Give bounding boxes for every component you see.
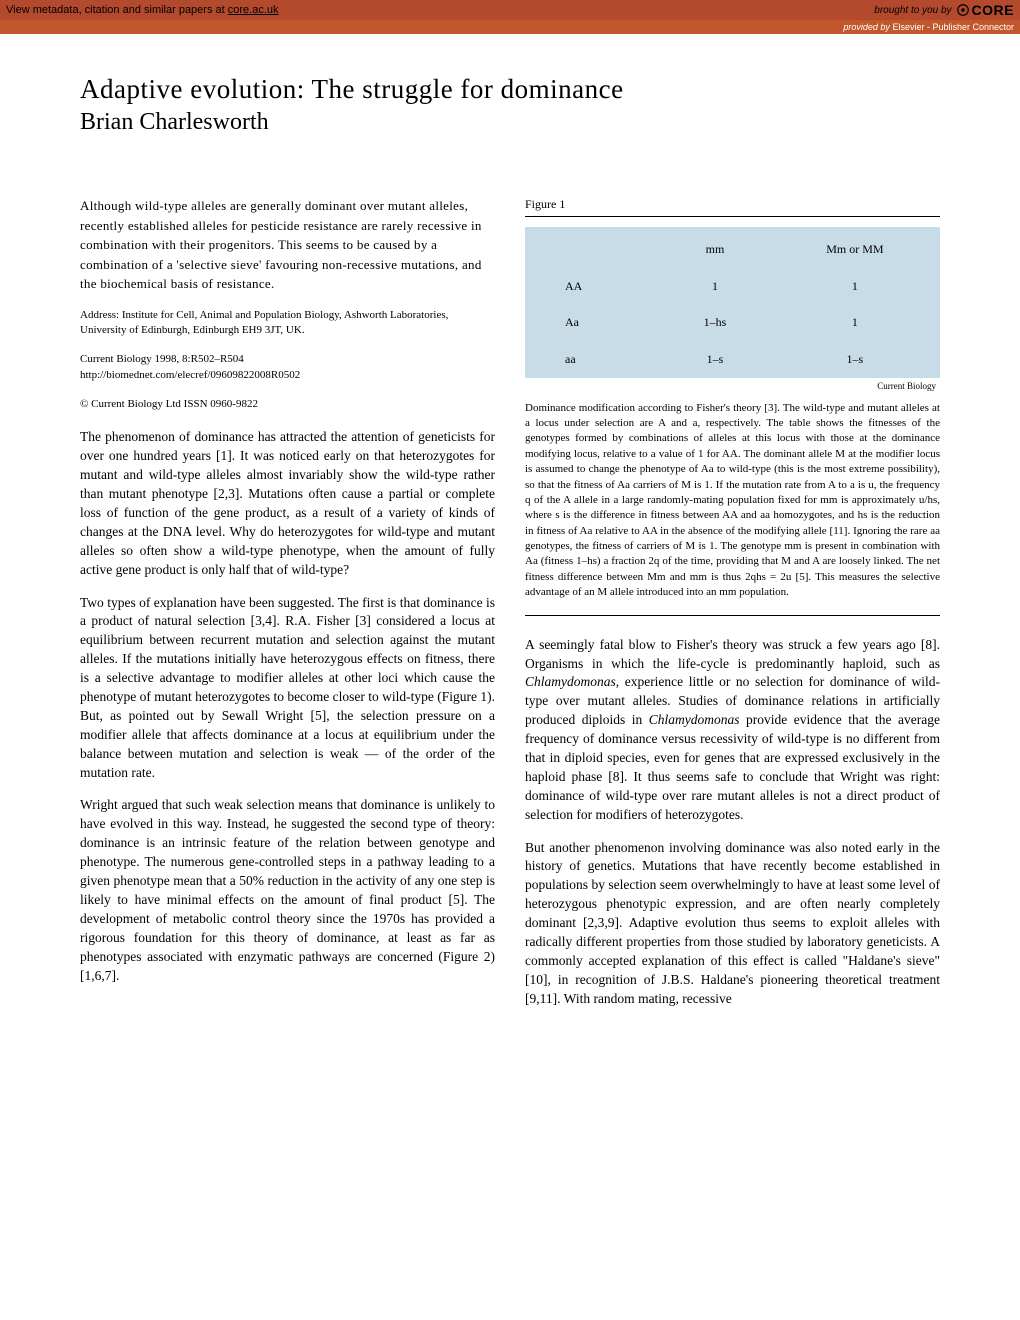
- provider-banner: provided by Elsevier - Publisher Connect…: [0, 20, 1020, 34]
- body-paragraph: Two types of explanation have been sugge…: [80, 594, 495, 783]
- table-header-cell: [525, 227, 660, 268]
- figure-attribution: Current Biology: [525, 380, 940, 393]
- species-name: Chlamydomonas: [525, 674, 616, 689]
- table-cell: 1–s: [770, 341, 940, 378]
- article-title: Adaptive evolution: The struggle for dom…: [80, 74, 940, 105]
- table-cell: 1: [660, 268, 770, 305]
- table-header-row: mm Mm or MM: [525, 227, 940, 268]
- abstract: Although wild-type alleles are generally…: [80, 196, 495, 294]
- provided-by-prefix: provided by: [843, 22, 890, 32]
- core-icon: [956, 3, 970, 17]
- citation-block: Current Biology 1998, 8:R502–R504 http:/…: [80, 352, 495, 383]
- core-brand-text: CORE: [972, 2, 1014, 18]
- banner-link[interactable]: core.ac.uk: [228, 4, 279, 16]
- banner-left-text[interactable]: View metadata, citation and similar pape…: [6, 4, 279, 16]
- table-cell: 1: [770, 268, 940, 305]
- body-paragraph: A seemingly fatal blow to Fisher's theor…: [525, 636, 940, 825]
- article-author: Brian Charlesworth: [80, 109, 940, 136]
- table-cell: 1–s: [660, 341, 770, 378]
- table-header-cell: mm: [660, 227, 770, 268]
- table-row: aa 1–s 1–s: [525, 341, 940, 378]
- table-row-label: aa: [525, 341, 660, 378]
- para-text: provide evidence that the average freque…: [525, 712, 940, 821]
- citation-url: http://biomednet.com/elecref/09609822008…: [80, 368, 495, 383]
- table-row: Aa 1–hs 1: [525, 304, 940, 341]
- author-address: Address: Institute for Cell, Animal and …: [80, 308, 495, 339]
- figure-label: Figure 1: [525, 196, 940, 217]
- right-column: Figure 1 mm Mm or MM AA 1 1 Aa 1–hs 1: [525, 196, 940, 1023]
- table-row-label: AA: [525, 268, 660, 305]
- body-paragraph: The phenomenon of dominance has attracte…: [80, 428, 495, 579]
- copyright-line: © Current Biology Ltd ISSN 0960-9822: [80, 397, 495, 412]
- para-text: A seemingly fatal blow to Fisher's theor…: [525, 637, 940, 671]
- body-paragraph: But another phenomenon involving dominan…: [525, 839, 940, 1009]
- brought-by-text: brought to you by: [874, 5, 951, 16]
- species-name: Chlamydomonas: [649, 712, 740, 727]
- figure-caption: Dominance modification according to Fish…: [525, 401, 940, 616]
- page-content: Adaptive evolution: The struggle for dom…: [0, 34, 1020, 1063]
- left-column: Although wild-type alleles are generally…: [80, 196, 495, 1023]
- figure-1-table: mm Mm or MM AA 1 1 Aa 1–hs 1 aa 1–s 1–s: [525, 227, 940, 378]
- table-cell: 1–hs: [660, 304, 770, 341]
- table-header-cell: Mm or MM: [770, 227, 940, 268]
- body-paragraph: Wright argued that such weak selection m…: [80, 796, 495, 985]
- banner-right: brought to you by CORE: [874, 2, 1014, 18]
- citation-journal: Current Biology 1998, 8:R502–R504: [80, 352, 495, 367]
- provider-name: Elsevier - Publisher Connector: [892, 22, 1014, 32]
- table-row-label: Aa: [525, 304, 660, 341]
- banner-prefix: View metadata, citation and similar pape…: [6, 4, 228, 16]
- core-logo[interactable]: CORE: [956, 2, 1014, 18]
- table-row: AA 1 1: [525, 268, 940, 305]
- table-cell: 1: [770, 304, 940, 341]
- two-column-layout: Although wild-type alleles are generally…: [80, 196, 940, 1023]
- metadata-banner: View metadata, citation and similar pape…: [0, 0, 1020, 20]
